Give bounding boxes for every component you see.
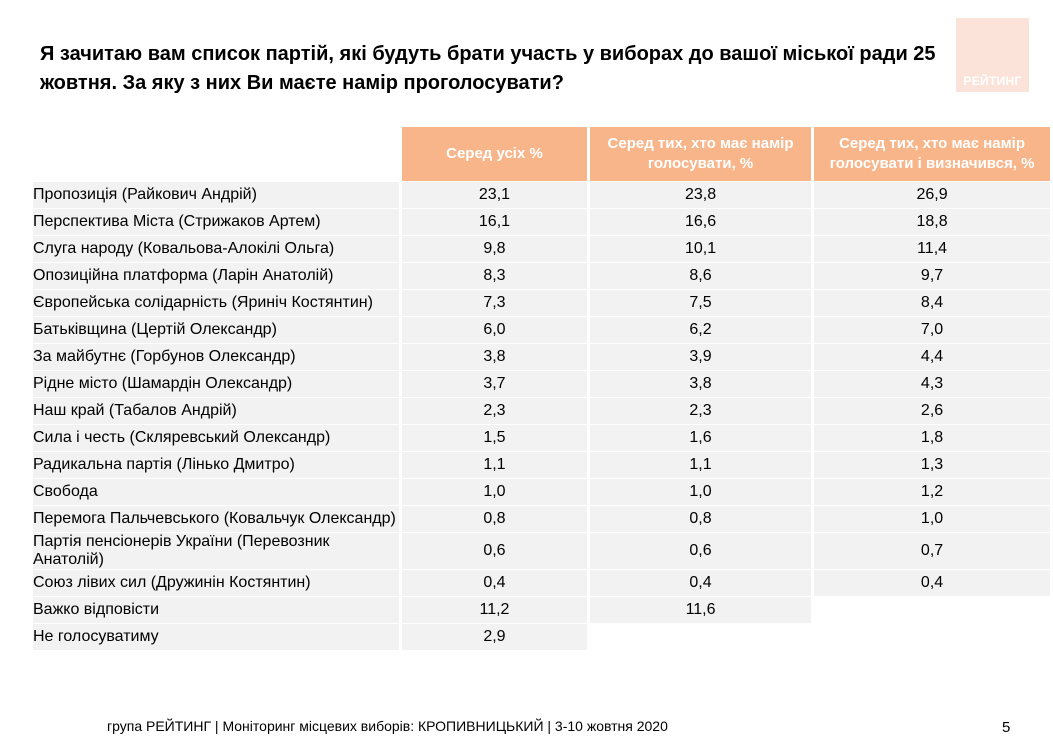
value-decided-cell: 7,0 (814, 317, 1050, 344)
party-name-cell: Важко відповісти (33, 597, 399, 624)
value-all-cell: 6,0 (401, 317, 587, 344)
value-decided-cell: 1,3 (814, 452, 1050, 479)
value-voters-cell: 16,6 (589, 209, 812, 236)
party-name-cell: Союз лівих сил (Дружинін Костянтин) (33, 570, 399, 597)
table-row: Союз лівих сил (Дружинін Костянтин) 0,4 0,… (33, 570, 1050, 597)
value-voters-cell: 3,8 (589, 371, 812, 398)
value-voters-cell: 0,4 (589, 570, 812, 597)
party-name-cell: Пропозиція (Райкович Андрій) (33, 182, 399, 209)
value-all-cell: 11,2 (401, 597, 587, 624)
table-row: За майбутнє (Горбунов Олександр) 3,8 3,9 4,… (33, 344, 1050, 371)
value-all-cell: 2,9 (401, 624, 587, 651)
table-row: Опозиційна платформа (Ларін Анатолій) 8,3… (33, 263, 1050, 290)
party-name-cell: Перспектива Міста (Стрижаков Артем) (33, 209, 399, 236)
value-voters-cell: 6,2 (589, 317, 812, 344)
value-voters-cell: 23,8 (589, 182, 812, 209)
value-decided-cell (814, 624, 1050, 651)
value-all-cell: 0,6 (401, 533, 587, 570)
value-all-cell: 2,3 (401, 398, 587, 425)
column-header-decided: Серед тих, хто має намір голосувати і ви… (814, 127, 1050, 182)
table-row: Свобода 1,0 1,0 1,2 (33, 479, 1050, 506)
party-name-cell: Радикальна партія (Лінько Дмитро) (33, 452, 399, 479)
party-name-cell: Наш край (Табалов Андрій) (33, 398, 399, 425)
value-decided-cell: 8,4 (814, 290, 1050, 317)
value-decided-cell: 4,3 (814, 371, 1050, 398)
table-row: Європейська солідарність (Яриніч Костянт… (33, 290, 1050, 317)
value-decided-cell: 26,9 (814, 182, 1050, 209)
value-all-cell: 1,0 (401, 479, 587, 506)
logo-text: РЕЙТИНГ (963, 74, 1022, 88)
value-decided-cell: 1,2 (814, 479, 1050, 506)
value-voters-cell: 7,5 (589, 290, 812, 317)
value-all-cell: 7,3 (401, 290, 587, 317)
value-decided-cell: 18,8 (814, 209, 1050, 236)
party-name-cell: Сила і честь (Скляревський Олександр) (33, 425, 399, 452)
value-voters-cell: 8,6 (589, 263, 812, 290)
value-voters-cell (589, 624, 812, 651)
column-header-voters: Серед тих, хто має намір голосувати, % (589, 127, 812, 182)
value-all-cell: 9,8 (401, 236, 587, 263)
value-all-cell: 0,4 (401, 570, 587, 597)
value-voters-cell: 11,6 (589, 597, 812, 624)
value-voters-cell: 10,1 (589, 236, 812, 263)
table-row: Не голосуватиму 2,9 (33, 624, 1050, 651)
table-row: Сила і честь (Скляревський Олександр) 1,5… (33, 425, 1050, 452)
table-row: Рідне місто (Шамардін Олександр) 3,7 3,8 4,… (33, 371, 1050, 398)
value-all-cell: 23,1 (401, 182, 587, 209)
party-name-cell: Не голосуватиму (33, 624, 399, 651)
value-voters-cell: 1,1 (589, 452, 812, 479)
table-row: Батьківщина (Цертій Олександр) 6,0 6,2 7,0 (33, 317, 1050, 344)
value-decided-cell (814, 597, 1050, 624)
table-row: Важко відповісти 11,2 11,6 (33, 597, 1050, 624)
table-row: Радикальна партія (Лінько Дмитро) 1,1 1,1 1… (33, 452, 1050, 479)
value-decided-cell: 1,0 (814, 506, 1050, 533)
page-title: Я зачитаю вам список партій, які будуть … (40, 43, 936, 94)
value-decided-cell: 4,4 (814, 344, 1050, 371)
party-name-cell: Партія пенсіонерів України (Перевозник А… (33, 533, 399, 570)
table-row: Партія пенсіонерів України (Перевозник А… (33, 533, 1050, 570)
table-row: Слуга народу (Ковальова-Алокілі Ольга) 9,… (33, 236, 1050, 263)
party-name-cell: Європейська солідарність (Яриніч Костянт… (33, 290, 399, 317)
party-name-cell: Опозиційна платформа (Ларін Анатолій) (33, 263, 399, 290)
results-table: Серед усіх % Серед тих, хто має намір го… (30, 127, 1053, 651)
value-voters-cell: 1,6 (589, 425, 812, 452)
table-row: Наш край (Табалов Андрій) 2,3 2,3 2,6 (33, 398, 1050, 425)
header-corner (33, 127, 399, 182)
party-name-cell: Батьківщина (Цертій Олександр) (33, 317, 399, 344)
value-decided-cell: 11,4 (814, 236, 1050, 263)
party-name-cell: Перемога Пальчевського (Ковальчук Олекса… (33, 506, 399, 533)
party-name-cell: Слуга народу (Ковальова-Алокілі Ольга) (33, 236, 399, 263)
party-name-cell: За майбутнє (Горбунов Олександр) (33, 344, 399, 371)
value-all-cell: 0,8 (401, 506, 587, 533)
table-row: Пропозиція (Райкович Андрій) 23,1 23,8 26,9 (33, 182, 1050, 209)
value-voters-cell: 0,6 (589, 533, 812, 570)
table-header-row: Серед усіх % Серед тих, хто має намір го… (33, 127, 1050, 182)
value-voters-cell: 1,0 (589, 479, 812, 506)
value-all-cell: 3,7 (401, 371, 587, 398)
table-row: Перемога Пальчевського (Ковальчук Олекса… (33, 506, 1050, 533)
rating-logo: РЕЙТИНГ (956, 18, 1029, 92)
value-all-cell: 3,8 (401, 344, 587, 371)
footer-text: група РЕЙТИНГ | Моніторинг місцевих вибо… (107, 718, 668, 734)
value-voters-cell: 3,9 (589, 344, 812, 371)
column-header-all: Серед усіх % (401, 127, 587, 182)
table-row: Перспектива Міста (Стрижаков Артем) 16,1 1… (33, 209, 1050, 236)
value-decided-cell: 2,6 (814, 398, 1050, 425)
value-decided-cell: 0,7 (814, 533, 1050, 570)
party-name-cell: Рідне місто (Шамардін Олександр) (33, 371, 399, 398)
value-all-cell: 16,1 (401, 209, 587, 236)
page-number: 5 (1002, 719, 1011, 736)
value-decided-cell: 9,7 (814, 263, 1050, 290)
party-name-cell: Свобода (33, 479, 399, 506)
value-all-cell: 1,5 (401, 425, 587, 452)
value-all-cell: 8,3 (401, 263, 587, 290)
value-voters-cell: 2,3 (589, 398, 812, 425)
value-decided-cell: 0,4 (814, 570, 1050, 597)
value-voters-cell: 0,8 (589, 506, 812, 533)
table-body: Пропозиція (Райкович Андрій) 23,1 23,8 26,9… (33, 182, 1050, 651)
value-decided-cell: 1,8 (814, 425, 1050, 452)
value-all-cell: 1,1 (401, 452, 587, 479)
